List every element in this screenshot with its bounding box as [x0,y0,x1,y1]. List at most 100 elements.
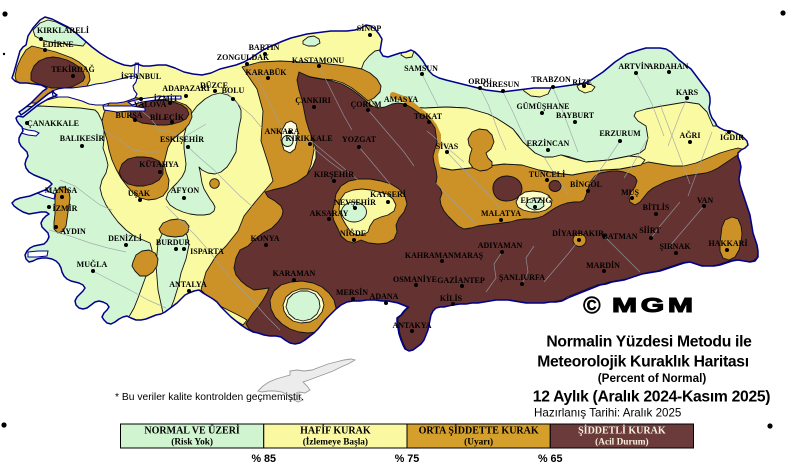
svg-text:ÇORUM: ÇORUM [350,100,382,109]
svg-text:ANTALYA: ANTALYA [169,280,207,289]
svg-text:AFYON: AFYON [171,186,200,195]
svg-text:(Risk Yok): (Risk Yok) [171,437,213,448]
svg-text:BURSA: BURSA [115,111,142,120]
svg-text:ŞIRNAK: ŞIRNAK [659,242,691,251]
svg-text:(Percent of Normal): (Percent of Normal) [598,372,707,385]
svg-text:ERZİNCAN: ERZİNCAN [527,138,570,148]
svg-text:AMASYA: AMASYA [384,95,419,104]
svg-text:MGM: MGM [612,295,697,317]
svg-text:BİTLİS: BİTLİS [643,202,670,212]
svg-text:DÜZCE: DÜZCE [200,81,228,90]
svg-text:BALIKESİR: BALIKESİR [60,133,105,143]
svg-text:MERSİN: MERSİN [336,287,368,297]
svg-text:HAFİF KURAK: HAFİF KURAK [300,425,371,437]
svg-text:ESKİŞEHİR: ESKİŞEHİR [160,134,204,144]
svg-text:TOKAT: TOKAT [414,112,443,121]
svg-text:% 65: % 65 [538,453,563,465]
svg-text:ELAZIĞ: ELAZIĞ [520,195,551,205]
svg-text:(Acil Durum): (Acil Durum) [595,437,648,448]
svg-text:GİRESUN: GİRESUN [483,79,520,89]
svg-text:Hazırlanış Tarihi: Aralık 2025: Hazırlanış Tarihi: Aralık 2025 [534,407,681,420]
svg-text:ADAPAZARI: ADAPAZARI [162,84,209,93]
svg-text:KONYA: KONYA [250,234,279,243]
svg-text:ORDU: ORDU [468,77,492,86]
svg-text:% 85: % 85 [251,453,276,465]
svg-text:İZMİT: İZMİT [154,93,179,103]
svg-text:NORMAL VE ÜZERİ: NORMAL VE ÜZERİ [144,424,239,437]
svg-text:MANİSA: MANİSA [45,185,78,195]
svg-text:KARS: KARS [676,88,699,97]
svg-text:Meteorolojik Kuraklık Haritası: Meteorolojik Kuraklık Haritası [537,354,749,371]
svg-text:% 75: % 75 [395,453,420,465]
svg-text:ŞANLIURFA: ŞANLIURFA [499,273,545,282]
svg-text:NEVŞEHİR: NEVŞEHİR [334,197,376,207]
svg-text:AKSARAY: AKSARAY [310,209,349,218]
svg-text:SİVAS: SİVAS [436,141,459,151]
svg-text:(İzlemeye Başla): (İzlemeye Başla) [303,436,368,448]
svg-text:VAN: VAN [697,196,714,205]
svg-text:BAYBURT: BAYBURT [556,111,595,120]
svg-text:ARDAHAN: ARDAHAN [648,62,689,71]
svg-text:KİLİS: KİLİS [440,293,463,303]
svg-text:BİLECİK: BİLECİK [150,112,185,122]
svg-text:ŞİDDETLİ KURAK: ŞİDDETLİ KURAK [578,425,666,437]
svg-text:HAKKARİ: HAKKARİ [708,238,747,248]
svg-text:İSTANBUL: İSTANBUL [121,71,161,81]
svg-text:BİNGÖL: BİNGÖL [570,179,602,189]
svg-text:ADANA: ADANA [370,292,399,301]
svg-text:ANKARA: ANKARA [264,127,299,136]
svg-text:(Uyarı): (Uyarı) [464,437,493,448]
svg-text:BOLU: BOLU [222,86,245,95]
svg-text:ÇANKIRI: ÇANKIRI [295,96,331,105]
svg-text:NİĞDE: NİĞDE [340,228,366,238]
svg-text:KARABÜK: KARABÜK [246,68,288,77]
svg-text:* Bu veriler kalite kontrolden: * Bu veriler kalite kontrolden geçmemişt… [115,392,304,403]
svg-text:MUĞLA: MUĞLA [77,259,108,269]
svg-text:KIRIKKALE: KIRIKKALE [285,134,332,143]
svg-text:ARTVİN: ARTVİN [618,61,650,71]
svg-text:ÇANAKKALE: ÇANAKKALE [27,119,79,128]
svg-text:KÜTAHYA: KÜTAHYA [139,160,179,169]
svg-text:TRABZON: TRABZON [531,75,571,84]
svg-text:UŞAK: UŞAK [128,189,151,198]
svg-text:KARAMAN: KARAMAN [273,269,316,278]
svg-text:ANTAKYA: ANTAKYA [392,321,431,330]
svg-text:BARTIN: BARTIN [249,43,280,52]
svg-text:©: © [583,293,601,320]
svg-text:Normalin Yüzdesi Metodu ile: Normalin Yüzdesi Metodu ile [546,334,752,351]
svg-text:ISPARTA: ISPARTA [190,247,224,256]
svg-text:İZMİR: İZMİR [53,203,78,213]
svg-text:KIRŞEHİR: KIRŞEHİR [314,169,354,179]
svg-text:AYDIN: AYDIN [60,227,86,236]
svg-text:ADIYAMAN: ADIYAMAN [478,241,523,250]
svg-text:MARDİN: MARDİN [586,260,620,270]
svg-text:DİYARBAKIR: DİYARBAKIR [552,228,604,238]
svg-text:KIRKLARELİ: KIRKLARELİ [37,25,89,35]
svg-text:12 Aylık (Aralık 2024-Kasım 20: 12 Aylık (Aralık 2024-Kasım 2025) [533,389,771,406]
svg-text:BURDUR: BURDUR [156,238,190,247]
svg-text:MALATYA: MALATYA [481,209,521,218]
svg-text:ORTA ŞİDDETTE KURAK: ORTA ŞİDDETTE KURAK [419,425,539,437]
svg-text:KASTAMONU: KASTAMONU [292,56,345,65]
svg-text:KAHRAMANMARAŞ: KAHRAMANMARAŞ [405,251,484,260]
svg-text:GAZİANTEP: GAZİANTEP [437,275,485,285]
svg-text:TUNCELİ: TUNCELİ [529,169,565,179]
svg-text:SAMSUN: SAMSUN [404,64,438,73]
svg-text:SİİRT: SİİRT [639,225,661,235]
svg-text:AĞRI: AĞRI [680,130,701,140]
svg-text:SİNOP: SİNOP [357,23,382,33]
svg-text:ZONGULDAK: ZONGULDAK [217,53,270,62]
svg-text:DENİZLİ: DENİZLİ [108,233,142,243]
svg-text:IĞDIR: IĞDIR [720,132,744,142]
svg-text:EDİRNE: EDİRNE [42,39,73,49]
svg-text:KAYSERİ: KAYSERİ [370,189,406,199]
svg-text:BATMAN: BATMAN [603,232,638,241]
svg-text:YALOVA: YALOVA [134,100,167,109]
svg-text:RİZE: RİZE [572,77,592,87]
svg-text:ERZURUM: ERZURUM [599,129,641,138]
svg-text:OSMANİYE: OSMANİYE [393,274,437,284]
svg-text:MUŞ: MUŞ [621,188,639,197]
svg-text:YOZGAT: YOZGAT [342,135,377,144]
svg-text:TEKİRDAĞ: TEKİRDAĞ [51,64,95,74]
svg-text:GÜMÜŞHANE: GÜMÜŞHANE [517,102,570,111]
